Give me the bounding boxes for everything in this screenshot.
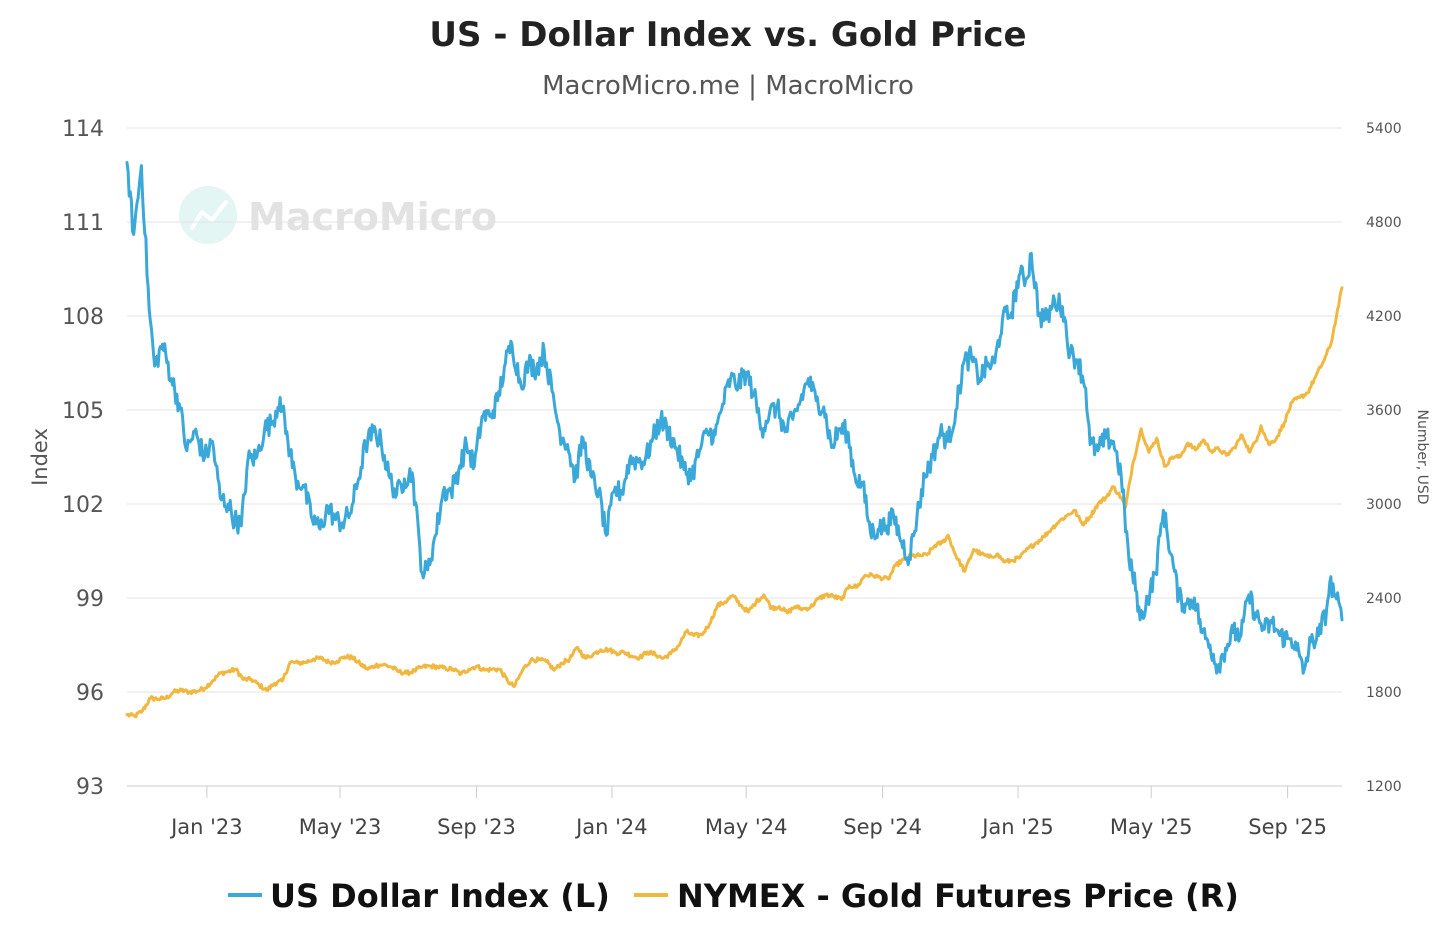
x-tick-label: Jan '24 xyxy=(574,815,648,839)
y-axis-left: 93 96 99 102 105 108 111 114 xyxy=(62,117,104,800)
y-axis-right: 1200 1800 2400 3000 3600 4200 4800 5400 xyxy=(1366,121,1402,795)
y-left-tick-label: 102 xyxy=(62,493,104,518)
series xyxy=(125,161,1344,719)
watermark-text: MacroMicro xyxy=(248,195,497,239)
y-axis-right-label: Number, USD xyxy=(1414,409,1430,504)
y-right-tick-label: 5400 xyxy=(1366,121,1402,137)
legend-item-dollar-index[interactable]: US Dollar Index (L) xyxy=(228,877,610,915)
y-right-tick-label: 4800 xyxy=(1366,215,1402,231)
legend-label-dollar-index: US Dollar Index (L) xyxy=(270,877,610,915)
chart-subtitle: MacroMicro.me | MacroMicro xyxy=(542,71,914,101)
y-left-tick-label: 114 xyxy=(62,117,104,142)
legend: US Dollar Index (L) NYMEX - Gold Futures… xyxy=(228,877,1239,915)
y-left-tick-label: 108 xyxy=(62,305,104,330)
x-tick-label: Jan '25 xyxy=(980,815,1054,839)
y-left-tick-label: 105 xyxy=(62,399,104,424)
y-left-tick-label: 93 xyxy=(76,775,104,800)
y-right-tick-label: 3000 xyxy=(1366,497,1402,513)
y-left-tick-label: 99 xyxy=(76,587,104,612)
legend-item-gold-futures[interactable]: NYMEX - Gold Futures Price (R) xyxy=(634,877,1239,915)
watermark-trend-icon xyxy=(190,200,228,230)
y-left-tick-label: 96 xyxy=(76,681,104,706)
x-axis: Jan '23 May '23 Sep '23 Jan '24 May '24 Sep '… xyxy=(127,785,1342,839)
x-tick-label: May '25 xyxy=(1110,815,1193,839)
x-tick-label: Sep '24 xyxy=(843,815,922,839)
y-right-tick-label: 1800 xyxy=(1366,685,1402,701)
x-tick-label: Sep '25 xyxy=(1248,815,1327,839)
y-right-tick-label: 1200 xyxy=(1366,779,1402,795)
x-tick-label: May '24 xyxy=(705,815,788,839)
x-tick-label: Jan '23 xyxy=(169,815,243,839)
legend-label-gold-futures: NYMEX - Gold Futures Price (R) xyxy=(677,877,1239,915)
y-left-tick-label: 111 xyxy=(62,211,104,236)
y-axis-left-label: Index xyxy=(28,428,52,486)
x-tick-label: Sep '23 xyxy=(437,815,516,839)
series-line-gold-futures xyxy=(125,286,1344,719)
y-right-tick-label: 4200 xyxy=(1366,309,1402,325)
y-right-tick-label: 3600 xyxy=(1366,403,1402,419)
x-tick-label: May '23 xyxy=(299,815,382,839)
chart-title: US - Dollar Index vs. Gold Price xyxy=(429,15,1026,55)
y-right-tick-label: 2400 xyxy=(1366,591,1402,607)
watermark: MacroMicro xyxy=(179,186,497,244)
series-line-dollar-index xyxy=(125,161,1344,675)
